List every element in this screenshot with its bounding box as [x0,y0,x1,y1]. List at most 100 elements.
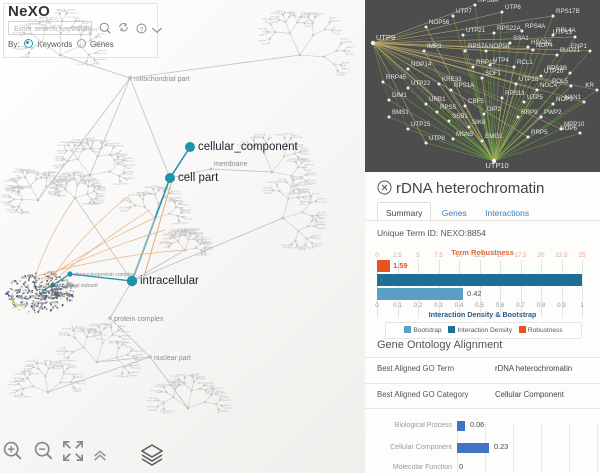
svg-text:UTP22: UTP22 [129,165,136,167]
svg-text:URB1: URB1 [14,381,20,383]
svg-text:UTP22: UTP22 [120,377,127,379]
svg-text:BMS1: BMS1 [61,196,68,198]
svg-text:EMG1: EMG1 [344,69,351,71]
svg-text:UTP18: UTP18 [76,64,83,66]
svg-text:MPP10: MPP10 [224,400,232,402]
svg-text:NAN1: NAN1 [197,382,203,385]
svg-text:cellular_component: cellular_component [198,141,299,153]
svg-text:DBP8: DBP8 [96,140,102,142]
svg-text:BUD21: BUD21 [184,229,192,231]
svg-text:UTP22: UTP22 [67,17,74,19]
svg-text:IMP3: IMP3 [204,255,210,257]
svg-text:RRP5: RRP5 [66,374,72,376]
svg-text:NOP14: NOP14 [411,61,432,68]
svg-text:URB1: URB1 [55,158,61,160]
svg-text:UTP7: UTP7 [456,8,472,15]
svg-text:URB1: URB1 [429,96,446,103]
svg-text:PWP2: PWP2 [34,373,41,375]
svg-text:UTP13: UTP13 [21,372,28,374]
svg-text:NOP14: NOP14 [28,19,36,21]
svg-text:EMG1: EMG1 [149,398,156,400]
svg-text:RCL1: RCL1 [72,13,78,15]
svg-text:POL5: POL5 [307,198,313,200]
svg-text:IMP3: IMP3 [337,30,343,32]
svg-text:UTP15: UTP15 [411,121,431,128]
svg-text:PWP2: PWP2 [283,247,290,249]
svg-text:RRP5: RRP5 [182,223,188,225]
svg-text:UTP22: UTP22 [52,295,60,297]
svg-text:CBF5: CBF5 [13,395,19,397]
svg-text:UTP22: UTP22 [175,193,182,195]
svg-text:UTP8: UTP8 [99,34,105,36]
svg-text:NOP14: NOP14 [79,383,87,385]
svg-text:DBP8: DBP8 [344,63,350,65]
svg-text:UTP6: UTP6 [172,224,178,226]
svg-text:RRP9: RRP9 [57,150,63,152]
svg-text:DIM1: DIM1 [173,201,179,203]
svg-text:UTP6: UTP6 [173,237,179,239]
svg-text:RPS9B: RPS9B [547,65,567,72]
svg-text:NOP1: NOP1 [556,96,573,103]
svg-text:UTP9: UTP9 [58,153,64,155]
svg-text:CBF5: CBF5 [84,23,90,25]
svg-text:SIK1: SIK1 [287,194,292,196]
svg-text:BUD21: BUD21 [19,212,27,214]
svg-text:NOC4: NOC4 [128,161,135,163]
svg-text:UTP18: UTP18 [59,332,66,334]
svg-text:URB1: URB1 [110,155,116,157]
svg-text:DBP8: DBP8 [19,170,25,172]
svg-text:UTP21: UTP21 [466,27,486,34]
svg-text:MSN5: MSN5 [287,12,294,14]
svg-text:NAN1: NAN1 [145,186,151,189]
svg-text:RRP5: RRP5 [531,129,548,136]
svg-text:PWP2: PWP2 [321,202,328,204]
svg-text:UTP18: UTP18 [296,137,303,139]
svg-text:UTP8: UTP8 [101,54,107,56]
svg-text:RPS7A: RPS7A [468,43,489,50]
svg-text:IMP3: IMP3 [117,157,123,159]
svg-text:UTP18: UTP18 [519,76,539,83]
svg-text:RCL1: RCL1 [279,179,285,181]
svg-text:NOC4: NOC4 [165,413,172,415]
svg-text:UTP6: UTP6 [34,303,41,305]
svg-text:NOP56: NOP56 [429,19,450,26]
svg-text:membrane: membrane [214,161,248,168]
svg-text:ribonucleoprotein complex: ribonucleoprotein complex [74,272,135,278]
svg-text:PWP2: PWP2 [149,410,156,412]
svg-text:CBF5: CBF5 [13,172,19,174]
svg-text:SIK1: SIK1 [163,247,168,249]
svg-text:UTP8: UTP8 [314,193,320,195]
svg-text:RPS1A: RPS1A [307,164,314,167]
svg-text:POL5: POL5 [86,139,92,141]
svg-text:BUD21: BUD21 [93,29,101,31]
svg-text:RRP9: RRP9 [306,161,312,163]
svg-text:RRP7: RRP7 [48,191,54,193]
svg-text:NOP6: NOP6 [560,125,577,132]
svg-text:PWP2: PWP2 [320,228,327,230]
svg-text:POL5: POL5 [76,151,82,153]
svg-text:IMP3: IMP3 [427,43,442,50]
svg-text:SOF1: SOF1 [1,197,7,199]
svg-text:RRP5: RRP5 [200,378,206,380]
svg-text:URB1: URB1 [55,168,61,170]
svg-text:POL5: POL5 [310,180,316,182]
svg-text:DBP8: DBP8 [171,382,177,384]
svg-text:PWP2: PWP2 [544,109,562,116]
svg-text:SOF1: SOF1 [335,34,341,36]
svg-text:RCL1: RCL1 [100,41,106,43]
svg-text:EMG1: EMG1 [11,180,18,182]
svg-text:RPS1A: RPS1A [39,285,47,288]
svg-text:ENP1: ENP1 [101,190,107,192]
svg-text:UTP13: UTP13 [91,324,98,326]
svg-text:HSC82: HSC82 [254,134,262,136]
svg-text:UTP13: UTP13 [286,161,293,163]
svg-text:UTP13: UTP13 [0,202,7,204]
svg-text:FHL1: FHL1 [304,154,310,156]
svg-text:IMP3: IMP3 [27,365,33,367]
svg-text:MSN5: MSN5 [456,131,474,138]
svg-text:SIK1: SIK1 [114,376,119,378]
svg-text:RCL1: RCL1 [38,296,45,298]
svg-text:ENP1: ENP1 [262,43,268,45]
svg-text:UTP5: UTP5 [527,94,543,101]
svg-text:MSN5: MSN5 [22,305,29,307]
